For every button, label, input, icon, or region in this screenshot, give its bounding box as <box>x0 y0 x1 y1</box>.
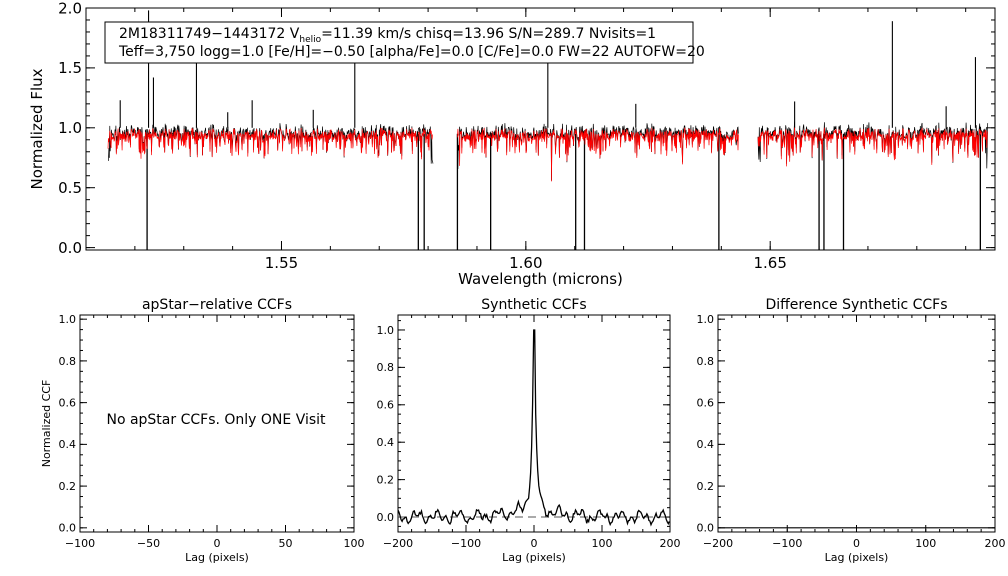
panel-title: Synthetic CCFs <box>481 297 586 313</box>
synthetic-ccf-panel: −200 −100 0 100 200 0.0 0.2 0.4 0.6 0.8 1.0 Lag (pi… <box>377 297 681 564</box>
y-tick-label: 0.2 <box>59 480 77 493</box>
panel-title: apStar−relative CCFs <box>142 297 292 313</box>
target-id: 2M18311749−1443172 <box>119 26 290 42</box>
snr-value: S/N=289.7 <box>504 26 584 42</box>
nvisits-value: Nvisits=1 <box>584 26 656 42</box>
model-spectrum-line <box>457 127 739 182</box>
plot-frame <box>85 7 996 251</box>
y-tick-label: 0.6 <box>377 399 395 412</box>
x-tick-label: 50 <box>279 537 293 550</box>
x-axis-label: Lag (pixels) <box>185 551 249 564</box>
y-tick-label: 1.0 <box>59 313 77 326</box>
y-axis-label: Normalized Flux <box>28 68 46 189</box>
model-spectrum-line <box>107 127 433 160</box>
vhelio-value: =11.39 km/s <box>321 26 411 42</box>
model-spectrum-line <box>757 127 989 167</box>
chisq-value: chisq=13.96 <box>411 26 504 42</box>
y-tick-label: 1.5 <box>58 59 82 77</box>
vhelio-symbol: V <box>290 26 300 42</box>
y-tick-label: 0.4 <box>377 436 395 449</box>
x-axis-label: Lag (pixels) <box>825 551 889 564</box>
x-tick-label: 1.65 <box>753 254 786 272</box>
x-tick-label: 1.55 <box>265 254 298 272</box>
x-tick-label: −100 <box>772 537 802 550</box>
vhelio-subscript: helio <box>299 35 321 45</box>
y-tick-label: 0.0 <box>59 522 77 535</box>
y-tick-label: 0.6 <box>59 396 77 409</box>
x-tick-label: 0 <box>214 537 221 550</box>
synthetic-ccf-line <box>397 329 670 527</box>
x-tick-label: 100 <box>592 537 613 550</box>
y-tick-label: 2.0 <box>58 0 82 17</box>
y-tick-label: 0.0 <box>377 511 395 524</box>
difference-ccf-panel: −200 −100 0 100 200 0.0 0.2 0.4 0.6 0.8 1.0 Lag (pi… <box>697 297 1006 564</box>
x-tick-label: 1.60 <box>509 254 542 272</box>
info-line-2: Teff=3,750 logg=1.0 [Fe/H]=−0.50 [alpha/… <box>118 44 705 60</box>
x-tick-label: 100 <box>915 537 936 550</box>
y-axis-label: Normalized CCF <box>40 380 53 468</box>
x-tick-label: −200 <box>383 537 413 550</box>
y-tick-label: 0.5 <box>58 179 82 197</box>
y-tick-label: 0.2 <box>697 480 715 493</box>
panel-title: Difference Synthetic CCFs <box>765 297 947 313</box>
y-tick-label: 0.8 <box>697 355 715 368</box>
y-tick-label: 0.4 <box>59 438 77 451</box>
spectrum-panel: 1.55 1.60 1.65 0.0 0.5 1.0 1.5 2.0 Wavelength (m… <box>28 0 996 288</box>
y-tick-label: 0.4 <box>697 438 715 451</box>
y-tick-label: 1.0 <box>697 313 715 326</box>
observed-spectrum-line <box>108 123 434 164</box>
x-tick-label: −50 <box>137 537 160 550</box>
info-box <box>104 21 694 64</box>
y-tick-label: 1.0 <box>377 324 395 337</box>
x-tick-label: 200 <box>660 537 681 550</box>
apstar-ccf-panel: −100 −50 0 50 100 0.0 0.2 0.4 0.6 0.8 1.0 Lag (pixe… <box>40 297 365 564</box>
x-tick-label: 0 <box>853 537 860 550</box>
y-tick-label: 1.0 <box>58 119 82 137</box>
y-tick-label: 0.0 <box>58 239 82 257</box>
y-tick-label: 0.6 <box>697 396 715 409</box>
info-line-1: 2M18311749−1443172 Vhelio=11.39 km/s chi… <box>119 26 656 45</box>
plot-frame <box>717 314 996 533</box>
x-tick-label: −200 <box>703 537 733 550</box>
y-tick-label: 0.0 <box>697 522 715 535</box>
x-tick-label: −100 <box>451 537 481 550</box>
x-tick-label: 200 <box>985 537 1006 550</box>
x-tick-label: −100 <box>65 537 95 550</box>
x-tick-label: 0 <box>531 537 538 550</box>
x-tick-label: 100 <box>344 537 365 550</box>
y-tick-label: 0.2 <box>377 473 395 486</box>
x-axis-label: Lag (pixels) <box>502 551 566 564</box>
y-tick-label: 0.8 <box>377 361 395 374</box>
no-ccf-annotation: No apStar CCFs. Only ONE Visit <box>106 412 326 428</box>
y-tick-label: 0.8 <box>59 355 77 368</box>
x-axis-label: Wavelength (microns) <box>458 270 623 288</box>
